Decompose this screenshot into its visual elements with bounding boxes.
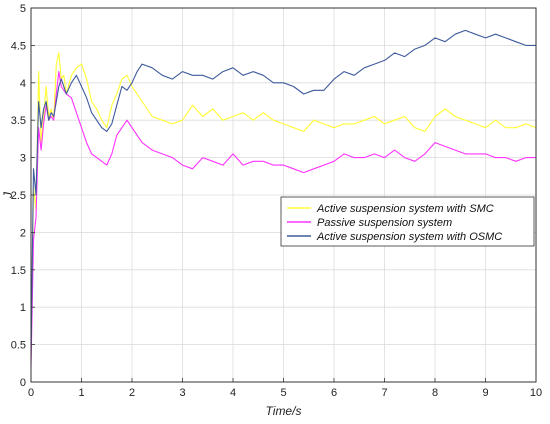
x-axis-ticks: 0 1 2 3 4 5 6 7 8 9 10 xyxy=(28,378,542,399)
x-tick-label: 1 xyxy=(78,387,84,399)
series-group xyxy=(30,29,537,368)
y-axis-ticks: 0 0.5 1 1.5 2 2.5 3 3.5 4 4.5 5 xyxy=(11,3,35,389)
y-tick-label: 1.5 xyxy=(11,265,26,277)
x-tick-label: 6 xyxy=(331,387,337,399)
y-tick-label: 1 xyxy=(20,302,26,314)
x-tick-label: 3 xyxy=(179,387,185,399)
x-tick-label: 10 xyxy=(530,387,542,399)
y-tick-label: 3 xyxy=(20,153,26,165)
y-tick-label: 4.5 xyxy=(11,40,26,52)
y-tick-label: 0.5 xyxy=(11,340,26,352)
y-axis-label: J xyxy=(1,191,15,199)
series-line-1 xyxy=(30,52,537,360)
y-tick-label: 0 xyxy=(20,377,26,389)
legend-box xyxy=(280,196,535,247)
x-tick-label: 0 xyxy=(28,387,34,399)
x-tick-label: 9 xyxy=(482,387,488,399)
x-tick-label: 7 xyxy=(381,387,387,399)
series-line-3 xyxy=(30,29,536,360)
x-tick-label: 8 xyxy=(432,387,438,399)
legend: Active suspension system with SMC Passive… xyxy=(280,196,535,247)
x-tick-label: 4 xyxy=(230,387,236,399)
legend-label-2: Passive suspension system xyxy=(317,217,452,229)
x-axis-label: Time/s xyxy=(266,404,302,418)
y-tick-label: 2.5 xyxy=(11,190,26,202)
x-tick-label: 5 xyxy=(280,387,286,399)
x-tick-label: 2 xyxy=(129,387,135,399)
y-tick-label: 5 xyxy=(20,3,26,15)
y-tick-label: 4 xyxy=(20,78,26,90)
series-line-2 xyxy=(30,71,536,368)
y-tick-label: 2 xyxy=(20,227,26,239)
legend-label-1: Active suspension system with SMC xyxy=(316,203,494,215)
legend-label-3: Active suspension system with OSMC xyxy=(316,231,502,243)
y-tick-label: 3.5 xyxy=(11,115,26,127)
